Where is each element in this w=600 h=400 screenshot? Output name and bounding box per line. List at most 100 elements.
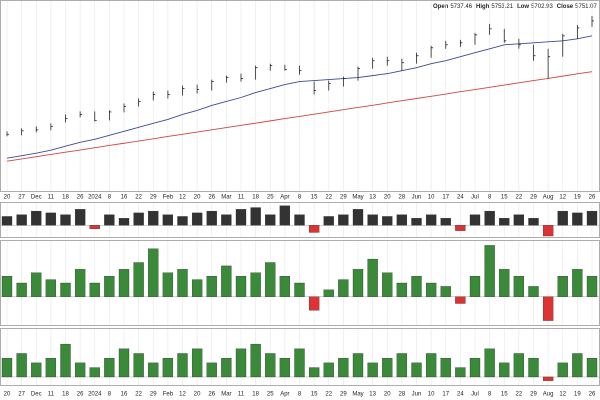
bar xyxy=(411,362,422,378)
bar xyxy=(89,367,100,378)
bar xyxy=(148,362,159,378)
bar xyxy=(382,272,393,297)
bar xyxy=(294,214,305,226)
bar xyxy=(513,214,525,226)
x-tick-label: 26 xyxy=(77,392,84,398)
x-tick-label: 29 xyxy=(530,195,537,201)
bar xyxy=(513,276,525,297)
x-tick-label: Mar xyxy=(221,392,231,398)
x-tick-label: 12 xyxy=(179,392,186,398)
x-tick-label: 28 xyxy=(399,392,406,398)
bar xyxy=(279,276,291,297)
bar xyxy=(191,348,203,378)
x-tick-label: Aug xyxy=(543,195,554,201)
x-tick-label: 18 xyxy=(62,392,69,398)
x-tick-label: 16 xyxy=(121,195,128,201)
x-tick-label: 17 xyxy=(442,195,449,201)
bar xyxy=(235,209,247,226)
x-tick-label: 15 xyxy=(311,195,318,201)
header-value: 5702.93 xyxy=(531,4,553,10)
bar xyxy=(235,348,247,378)
x-tick-label: 8 xyxy=(488,392,492,398)
x-tick-label: 18 xyxy=(62,195,69,201)
bar xyxy=(191,212,203,226)
header-key: High xyxy=(476,4,490,10)
x-tick-label: Dec xyxy=(31,195,42,201)
bar xyxy=(16,353,27,378)
bar xyxy=(279,358,291,378)
x-tick-label: 27 xyxy=(18,195,25,201)
x-tick-label: 2024 xyxy=(88,392,102,398)
bar xyxy=(206,210,217,226)
x-tick-label: Jul xyxy=(471,392,479,398)
bar xyxy=(586,210,598,226)
x-tick-label: Apr xyxy=(280,392,289,398)
bar xyxy=(542,296,554,321)
bar xyxy=(279,205,291,226)
bar xyxy=(74,362,86,378)
bar xyxy=(74,269,86,297)
bar xyxy=(425,353,437,378)
bar xyxy=(484,210,495,226)
bar xyxy=(133,212,144,226)
x-tick-label: 29 xyxy=(150,195,157,201)
bar xyxy=(352,209,364,226)
x-tick-label: 29 xyxy=(340,392,347,398)
bar xyxy=(1,358,13,378)
bar xyxy=(382,216,393,226)
x-tick-label: 25 xyxy=(267,195,274,201)
bar xyxy=(396,282,408,297)
bar xyxy=(250,272,261,297)
x-tick-label: 22 xyxy=(325,392,332,398)
bar xyxy=(31,362,42,378)
bar xyxy=(162,272,174,297)
bar xyxy=(74,209,86,226)
x-tick-label: 26 xyxy=(208,392,215,398)
bar xyxy=(572,212,583,226)
x-tick-label: May xyxy=(352,392,363,398)
bar xyxy=(148,210,159,226)
x-tick-label: Feb xyxy=(163,392,174,398)
bar xyxy=(586,358,598,378)
x-tick-label: 18 xyxy=(252,195,259,201)
bar xyxy=(440,286,451,297)
x-tick-label: 19 xyxy=(574,195,581,201)
bar xyxy=(557,210,568,226)
bar xyxy=(557,276,568,297)
x-tick-label: 22 xyxy=(516,195,523,201)
x-tick-label: 26 xyxy=(77,195,84,201)
x-tick-label: 19 xyxy=(574,392,581,398)
bar xyxy=(294,348,305,378)
x-tick-label: 22 xyxy=(135,392,142,398)
bar xyxy=(177,269,188,297)
bar xyxy=(396,214,408,226)
x-tick-label: 29 xyxy=(530,392,537,398)
bar xyxy=(528,358,539,378)
bar xyxy=(367,258,378,297)
bar xyxy=(338,358,349,378)
x-tick-label: 29 xyxy=(340,195,347,201)
bar xyxy=(265,262,276,297)
x-tick-label: 13 xyxy=(369,392,376,398)
x-tick-label: 20 xyxy=(384,392,391,398)
x-tick-label: 20 xyxy=(4,392,11,398)
x-tick-label: 8 xyxy=(108,195,112,201)
bar xyxy=(16,214,27,226)
x-tick-label: 16 xyxy=(121,392,128,398)
bar xyxy=(323,289,334,297)
bar xyxy=(60,343,71,378)
bar xyxy=(586,276,598,297)
x-tick-label: Jul xyxy=(471,195,479,201)
bar xyxy=(104,358,115,378)
bar xyxy=(31,272,42,297)
bar xyxy=(440,218,451,226)
bar xyxy=(572,269,583,297)
bar xyxy=(118,269,130,297)
x-tick-label: 15 xyxy=(311,392,318,398)
bar xyxy=(455,225,466,231)
x-tick-label: 26 xyxy=(589,195,596,201)
bar xyxy=(162,358,174,378)
bar xyxy=(411,276,422,297)
x-tick-label: 11 xyxy=(238,195,245,201)
x-tick-label: 11 xyxy=(238,392,245,398)
